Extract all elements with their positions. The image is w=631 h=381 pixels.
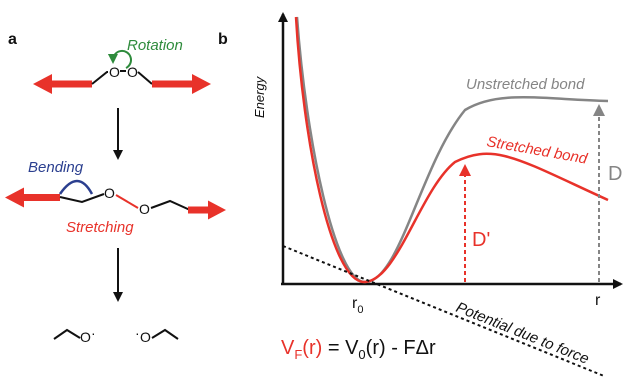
radical-right-dot: · [135, 325, 140, 341]
radical-right-oxygen: O [140, 329, 151, 345]
bending-arc [58, 179, 94, 195]
molecule-intact: O O Rotation [33, 37, 211, 94]
stretching-label: Stretching [66, 219, 134, 236]
r0-label: r0 [352, 295, 363, 316]
equation-equals: = [322, 337, 345, 359]
oxygen-atom-left-mid: O [104, 185, 115, 201]
molecule-stressed: Bending O O Stretching [5, 159, 226, 236]
force-arrow-right-mid [188, 200, 226, 220]
force-potential-label: Potential due to force [454, 299, 592, 368]
equation-lhs-arg: (r) [302, 337, 322, 359]
radical-left-dot: · [91, 325, 96, 341]
equation-lhs: V [281, 337, 295, 359]
stretched-bond-label: Stretched bond [485, 133, 589, 168]
bond-left-top [91, 71, 108, 85]
bond-oo-stretched [115, 194, 139, 209]
equation-lhs-sub: F [294, 347, 302, 362]
rotation-label: Rotation [127, 37, 183, 54]
panel-a-letter: a [8, 31, 17, 48]
force-arrow-left-top [33, 74, 92, 94]
equation-rhs: V [345, 337, 359, 359]
bond-right-top [137, 71, 153, 85]
panel-b: b Energy r0 r D D' Unstretched bond Stre… [218, 12, 623, 377]
panel-b-letter: b [218, 31, 228, 48]
equation-rhs-arg: (r) - FΔr [366, 337, 436, 359]
bending-label: Bending [28, 159, 84, 176]
radical-left-chain [53, 328, 81, 340]
radical-right-chain [151, 328, 179, 340]
r0-label-sub: 0 [357, 304, 363, 316]
potential-equation: VF(r) = V0(r) - FΔr [281, 337, 436, 362]
equation-rhs-sub: 0 [358, 347, 365, 362]
bond-right-mid [150, 199, 191, 211]
D-label: D [608, 163, 622, 185]
oxygen-atom-left-top: O [109, 64, 120, 80]
oxygen-atom-right-mid: O [139, 201, 150, 217]
rotation-arrow [107, 49, 132, 69]
oxygen-atom-right-top: O [127, 64, 138, 80]
force-arrow-left-mid [5, 187, 60, 208]
force-arrow-right-top [152, 74, 211, 94]
unstretched-curve [295, 16, 609, 284]
panel-a: a O O Rotation Bending [5, 31, 226, 345]
bond-left-mid [59, 193, 105, 204]
y-axis-label: Energy [252, 75, 267, 118]
radical-left-oxygen: O [80, 329, 91, 345]
stretched-curve [294, 16, 609, 284]
force-potential-line [282, 245, 605, 377]
radicals: O · · O [53, 325, 179, 345]
unstretched-bond-label: Unstretched bond [466, 76, 585, 93]
D-prime-label: D' [472, 229, 490, 251]
x-axis-label: r [595, 292, 601, 309]
r0-label-main: r [352, 295, 358, 312]
